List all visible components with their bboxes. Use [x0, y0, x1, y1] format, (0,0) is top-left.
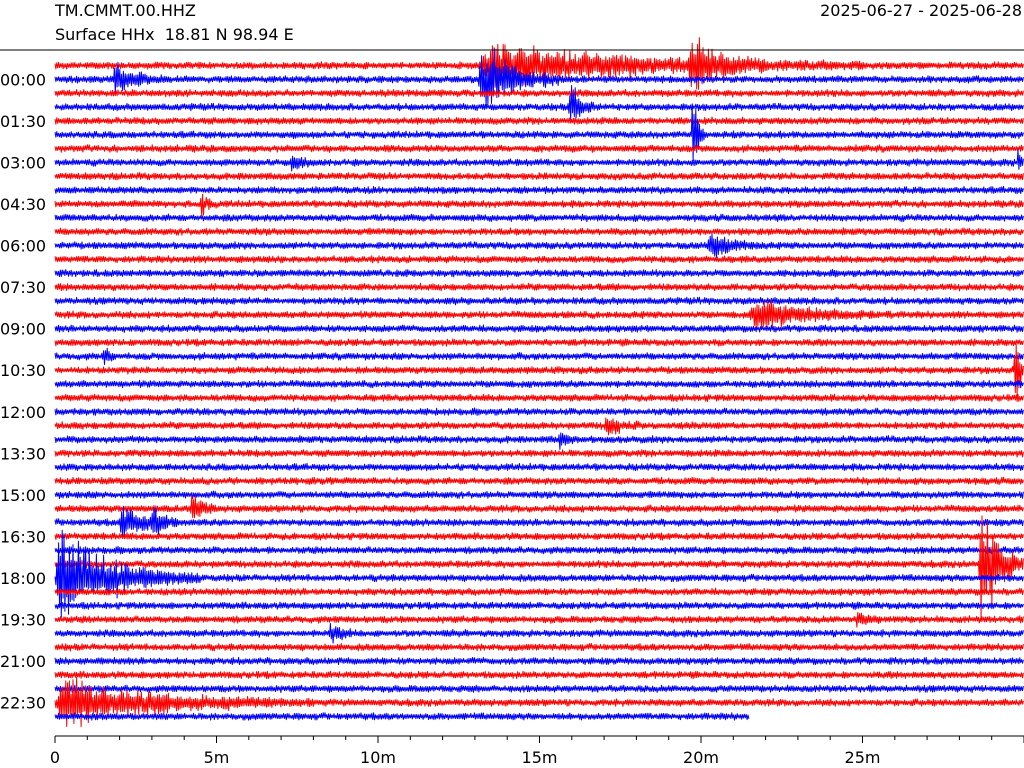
- trace-line-15: [54, 268, 1024, 278]
- trace-line-36: [54, 515, 1024, 622]
- station-subtitle: Surface HHx 18.81 N 98.94 E: [55, 25, 294, 44]
- trace-line-13: [54, 233, 1024, 258]
- trace-line-14: [54, 255, 1024, 264]
- trace-line-35: [54, 545, 1024, 555]
- y-tick-label: 00:00: [0, 70, 46, 89]
- y-tick-label: 07:30: [0, 278, 46, 297]
- y-tick-label: 12:00: [0, 403, 46, 422]
- trace-line-22: [54, 344, 1024, 398]
- trace-line-19: [54, 324, 1024, 333]
- axes-group: 00:00 01:30 03:00 04:30 06:00 07:30 09:00 10:30…: [0, 49, 1024, 767]
- trace-line-4: [54, 116, 1024, 126]
- y-tick-label: 01:30: [0, 112, 46, 131]
- x-tick-label: 0: [50, 748, 60, 767]
- trace-line-26: [54, 417, 1024, 436]
- trace-line-2: [54, 88, 1024, 98]
- trace-line-8: [54, 171, 1024, 181]
- trace-line-5: [54, 104, 1024, 161]
- trace-line-31: [54, 490, 1024, 500]
- y-tick-label: 04:30: [0, 195, 46, 214]
- date-range: 2025-06-27 - 2025-06-28: [820, 1, 1022, 20]
- y-tick-label: 03:00: [0, 153, 46, 172]
- trace-line-38: [54, 587, 1024, 597]
- trace-line-17: [54, 296, 1024, 306]
- trace-group: [54, 37, 1024, 728]
- trace-line-42: [54, 643, 1024, 652]
- y-tick-label: 22:30: [0, 694, 46, 713]
- trace-line-9: [54, 185, 1024, 195]
- x-tick-label: 25m: [845, 748, 881, 767]
- trace-line-44: [54, 670, 1024, 680]
- trace-line-11: [54, 213, 1024, 223]
- trace-line-7: [54, 149, 1024, 172]
- trace-line-32: [54, 494, 1024, 519]
- trace-line-28: [54, 448, 1024, 458]
- trace-line-6: [54, 144, 1024, 153]
- station-title: TM.CMMT.00.HHZ: [55, 1, 196, 20]
- trace-line-46: [54, 676, 1024, 728]
- trace-line-24: [54, 393, 1024, 403]
- trace-line-30: [54, 476, 1024, 486]
- y-tick-label: 10:30: [0, 361, 46, 380]
- y-tick-label: 18:00: [0, 569, 46, 588]
- trace-line-37: [54, 529, 1024, 618]
- x-tick-label: 15m: [522, 748, 558, 767]
- trace-line-27: [54, 432, 1024, 450]
- y-tick-label: 15:00: [0, 486, 46, 505]
- trace-line-29: [54, 462, 1024, 472]
- trace-line-45: [54, 684, 1024, 694]
- y-tick-label: 06:00: [0, 237, 46, 256]
- trace-line-23: [54, 379, 1024, 389]
- trace-line-20: [54, 338, 1024, 347]
- trace-line-3: [54, 85, 1024, 120]
- trace-line-34: [54, 532, 1024, 541]
- x-tick-label: 5m: [204, 748, 230, 767]
- trace-line-16: [54, 282, 1024, 292]
- trace-line-40: [54, 611, 1024, 628]
- trace-line-33: [54, 505, 1024, 539]
- trace-line-0: [54, 37, 1024, 90]
- y-tick-label: 13:30: [0, 444, 46, 463]
- y-tick-label: 19:30: [0, 611, 46, 630]
- trace-line-39: [54, 601, 1024, 610]
- trace-line-10: [54, 193, 1024, 217]
- trace-line-41: [54, 622, 1024, 644]
- trace-line-18: [54, 300, 1024, 330]
- x-tick-label: 10m: [360, 748, 396, 767]
- trace-line-43: [54, 656, 1024, 666]
- trace-line-25: [54, 407, 1024, 416]
- trace-line-1: [54, 48, 1024, 109]
- x-tick-label: 20m: [683, 748, 719, 767]
- y-tick-label: 09:00: [0, 320, 46, 339]
- trace-line-21: [54, 347, 1024, 366]
- y-tick-label: 16:30: [0, 527, 46, 546]
- trace-line-12: [54, 227, 1024, 236]
- trace-line-47: [54, 712, 750, 721]
- y-tick-label: 21:00: [0, 652, 46, 671]
